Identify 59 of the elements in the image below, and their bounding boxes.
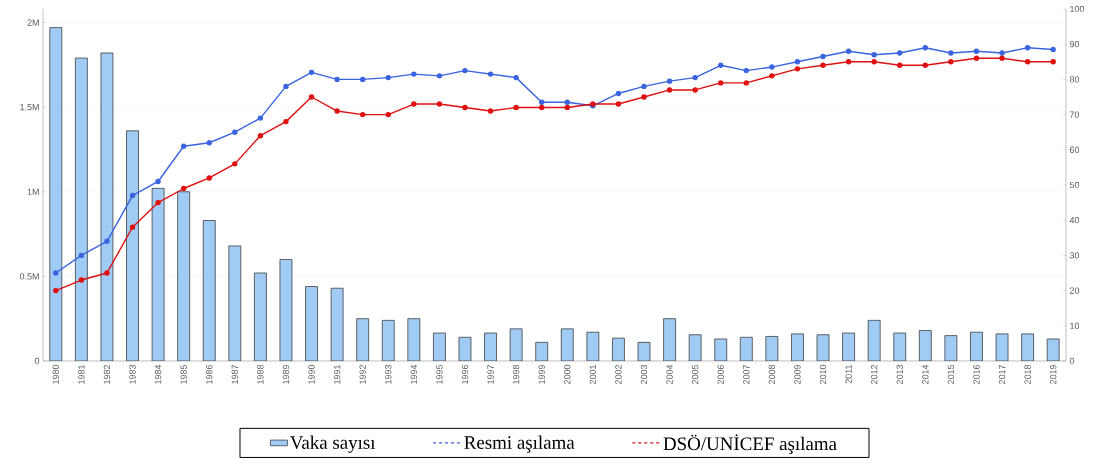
x-tick-label: 2006	[717, 364, 724, 384]
y2-tick-label: 100	[1070, 5, 1085, 13]
x-tick-label: 2007	[743, 364, 750, 384]
x-tick-label: 2009	[794, 364, 801, 384]
x-tick-label: 1991	[333, 364, 341, 384]
x-tick-label: 2018	[1024, 364, 1031, 384]
x-tick-label: 2008	[768, 364, 776, 384]
x-tick-label: 2001	[589, 364, 597, 384]
x-tick-label: 2005	[691, 364, 699, 384]
x-tick-label: 2016	[973, 364, 980, 384]
x-tick-label: 2012	[870, 364, 878, 384]
x-tick-label: 1992	[359, 364, 366, 384]
x-tick-label: 2011	[845, 364, 852, 384]
x-tick-label: 1984	[154, 364, 162, 384]
x-tick-label: 2015	[947, 364, 955, 384]
x-tick-label: 1980	[52, 364, 59, 384]
x-tick-label: 2013	[896, 364, 903, 384]
x-tick-label: 1983	[129, 364, 136, 384]
y2-tick-label: 70	[1069, 111, 1080, 118]
x-tick-label: 1981	[78, 364, 85, 384]
legend-label: DSÖ/UNİCEF aşılama	[663, 434, 837, 455]
x-tick-label: 1994	[410, 364, 418, 384]
y2-tick-label: 90	[1069, 41, 1080, 48]
legend-label: Resmi aşılama	[464, 435, 575, 453]
y2-tick-label: 30	[1069, 252, 1080, 259]
x-tick-label: 1986	[206, 364, 213, 384]
x-tick-label: 2004	[666, 364, 673, 384]
y2-tick-label: 40	[1069, 217, 1080, 224]
x-tick-label: 1996	[461, 364, 469, 384]
x-tick-label: 1987	[231, 364, 238, 384]
x-tick-label: 2019	[1050, 364, 1057, 384]
x-tick-label: 1995	[436, 364, 443, 384]
y2-tick-label: 0	[1069, 357, 1075, 365]
y2-tick-label: 20	[1069, 287, 1080, 294]
x-tick-label: 2003	[640, 364, 648, 384]
x-tick-label: 1999	[538, 364, 545, 384]
y-tick-label: 1.5M	[20, 104, 39, 111]
x-tick-label: 2010	[819, 364, 827, 384]
x-tick-label: 1990	[308, 364, 315, 384]
y2-tick-label: 60	[1069, 146, 1080, 153]
x-tick-label: 1998	[512, 364, 520, 384]
x-tick-label: 1982	[103, 364, 111, 384]
x-tick-label: 2017	[998, 364, 1006, 384]
y2-tick-label: 50	[1069, 181, 1080, 189]
x-tick-label: 1997	[487, 364, 494, 384]
x-tick-label: 1988	[257, 364, 264, 384]
x-tick-label: 1993	[385, 364, 392, 384]
y2-tick-label: 80	[1069, 76, 1080, 83]
x-tick-label: 2002	[615, 364, 622, 384]
x-tick-label: 1985	[180, 364, 187, 384]
y-tick-label: 1M	[27, 188, 39, 195]
x-tick-label: 1989	[282, 364, 290, 384]
y-tick-label: 0.5M	[19, 273, 39, 280]
x-tick-label: 2014	[922, 364, 929, 384]
y-tick-label: 0	[34, 357, 40, 365]
legend-label: Vaka sayısı	[290, 435, 376, 453]
y-tick-label: 2M	[27, 19, 39, 26]
y2-tick-label: 10	[1070, 322, 1080, 329]
x-tick-label: 2000	[564, 364, 571, 384]
